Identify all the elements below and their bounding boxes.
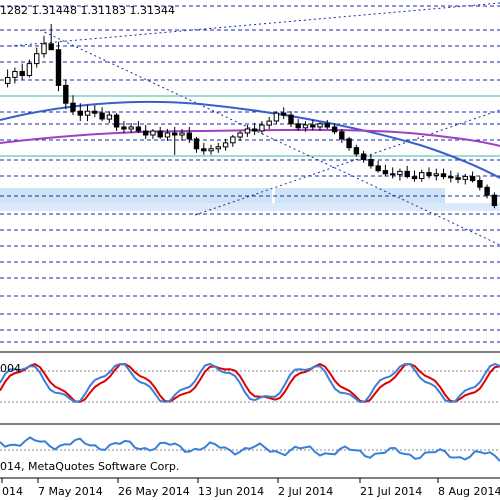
main-price-pane: 1282 1.31448 1.31183 1.31344 — [0, 2, 500, 343]
candle-body — [440, 173, 447, 178]
candle-body — [397, 170, 403, 176]
candle-body — [222, 142, 229, 148]
candle-body — [331, 126, 338, 133]
ohlc-header: 1282 1.31448 1.31183 1.31344 — [0, 4, 175, 17]
candle-body — [48, 43, 54, 51]
candle-body — [157, 130, 163, 138]
candle-body — [404, 170, 410, 178]
candle-body — [324, 123, 331, 128]
candle-body — [208, 148, 214, 152]
time-axis: 014 7 May 2014 26 May 2014 13 Jun 2014 2 Jul… — [1, 478, 500, 498]
candle-body — [462, 176, 469, 180]
candle-body — [99, 112, 105, 120]
time-tick-label: 26 May 2014 — [118, 485, 190, 498]
candle-body — [288, 114, 294, 125]
trend-lines — [9, 2, 500, 246]
stoch-label: 004 — [0, 362, 21, 375]
candle-body — [302, 124, 309, 129]
candle-body — [179, 132, 185, 136]
candle-body — [150, 130, 156, 136]
candle-body — [448, 176, 454, 179]
time-tick-label: 8 Aug 2014 — [438, 485, 500, 498]
candle-body — [375, 165, 381, 172]
time-tick-label: 21 Jul 2014 — [360, 485, 422, 498]
candle-body — [128, 126, 134, 130]
candle-body — [382, 170, 389, 175]
candle-body — [193, 138, 200, 150]
candle-body — [121, 126, 127, 130]
candle-body — [201, 148, 207, 152]
candle-body — [317, 123, 323, 128]
candle-body — [143, 130, 149, 136]
indicator-line — [0, 436, 500, 462]
candle-body — [455, 177, 461, 180]
candle-body — [172, 132, 178, 136]
horizontal-lines — [0, 5, 500, 343]
candle-body — [273, 112, 280, 122]
candle-body — [390, 173, 396, 176]
candle-body — [84, 110, 91, 116]
candle-body — [353, 147, 360, 155]
candle-body — [426, 172, 432, 176]
candle-body — [63, 84, 69, 104]
zone-rect-3 — [0, 203, 500, 211]
candle-body — [368, 159, 374, 167]
candle-body — [19, 71, 25, 76]
stochastic-pane: 004 — [0, 362, 500, 404]
candle-body — [411, 176, 418, 180]
candle-body — [186, 132, 193, 140]
candle-body — [77, 110, 83, 116]
candle-body — [55, 49, 62, 86]
candle-body — [259, 124, 265, 132]
candle-body — [135, 126, 142, 132]
candle-body — [113, 114, 120, 128]
candle-body — [295, 123, 301, 129]
candle-body — [41, 43, 47, 55]
copyright-watermark: 014, MetaQuotes Software Corp. — [0, 460, 179, 473]
candle-body — [5, 77, 11, 84]
stoch-signal-line — [0, 362, 500, 404]
candles — [5, 24, 498, 209]
time-tick-label: 7 May 2014 — [38, 485, 103, 498]
candle-body — [360, 153, 367, 160]
candle-body — [469, 176, 476, 182]
candle-body — [106, 114, 113, 120]
stoch-main-line — [0, 362, 500, 404]
candle-body — [164, 132, 171, 138]
candle-body — [339, 131, 345, 140]
candle-body — [34, 53, 40, 65]
candle-body — [237, 132, 243, 138]
candle-body — [12, 71, 18, 78]
candle-body — [419, 172, 425, 180]
time-tick-label: 014 — [2, 485, 23, 498]
candle-body — [230, 136, 236, 144]
time-tick-label: 2 Jul 2014 — [278, 485, 333, 498]
moving-average-blue — [0, 100, 500, 179]
candle-body — [70, 102, 76, 112]
candle-body — [92, 110, 98, 114]
candle-body — [346, 138, 352, 149]
indicator-pane: 014, MetaQuotes Software Corp. — [0, 436, 500, 473]
candle-body — [484, 186, 490, 196]
candle-body — [310, 124, 316, 128]
candle-body — [26, 63, 33, 76]
trendline-lower-up — [194, 109, 500, 216]
candle-body — [215, 146, 222, 150]
candle-body — [433, 173, 440, 176]
candle-body — [252, 128, 258, 132]
candle-body — [266, 120, 272, 126]
candle-body — [244, 128, 251, 134]
candle-body — [477, 180, 483, 188]
candle-body — [491, 194, 498, 206]
moving-average-purple — [0, 128, 500, 147]
candle-body — [281, 112, 287, 116]
time-tick-label: 13 Jun 2014 — [198, 485, 264, 498]
trendline-upper — [9, 2, 500, 47]
